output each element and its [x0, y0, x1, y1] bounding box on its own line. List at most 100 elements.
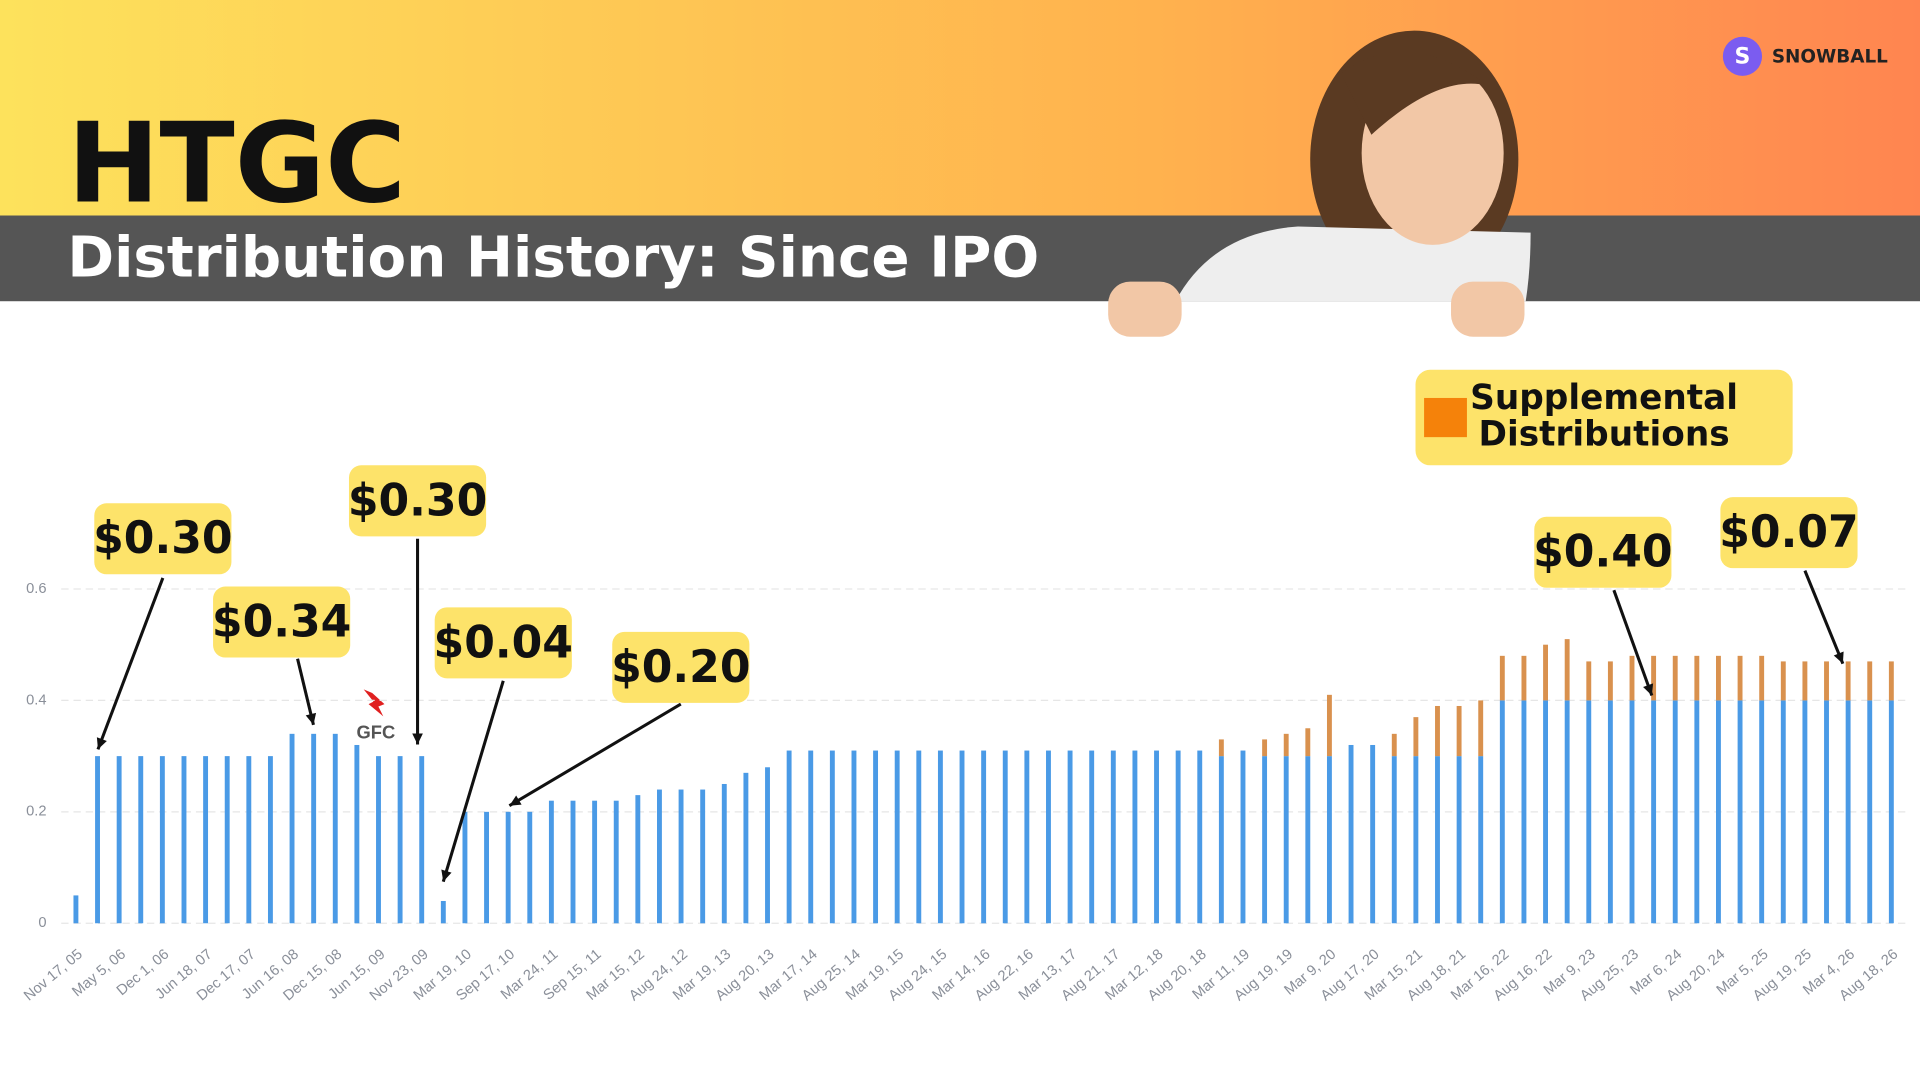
bar-segment — [1305, 756, 1311, 924]
bar-segment — [1456, 705, 1462, 757]
legend-holder: Supplemental Distributions — [1470, 379, 1739, 455]
bar-segment — [1499, 655, 1505, 701]
logo-icon — [1722, 36, 1763, 76]
legend: Supplemental Distributions — [1415, 369, 1793, 466]
bar-segment — [1348, 744, 1354, 924]
bar-segment — [721, 783, 727, 924]
bar-segment — [894, 750, 900, 924]
bar-segment — [289, 733, 295, 924]
bar-segment — [376, 756, 381, 924]
bar-segment — [1456, 756, 1462, 924]
bar-segment — [1694, 655, 1700, 701]
bar-segment — [1089, 750, 1095, 924]
bar-segment — [1067, 750, 1073, 924]
annotation: $0.04 — [434, 617, 573, 668]
bar-segment — [1521, 700, 1527, 924]
gfc-icon — [363, 689, 385, 717]
bar-segment — [1629, 700, 1635, 924]
bar-segment — [1607, 700, 1613, 924]
bar-segment — [959, 750, 965, 924]
bar-segment — [1651, 700, 1657, 924]
bar-segment — [1867, 700, 1873, 924]
bar-segment — [1046, 750, 1051, 924]
subtitle: Distribution History: Since IPO — [67, 225, 1039, 290]
annotation-arrow — [96, 577, 165, 750]
bar-segment — [1543, 644, 1548, 701]
bar-segment — [138, 756, 144, 924]
bar-segment — [1672, 700, 1678, 924]
annotation: $0.40 — [1533, 527, 1672, 578]
bar-segment — [1197, 750, 1203, 924]
bar-segment — [1888, 661, 1894, 701]
bar-segment — [1110, 750, 1116, 924]
bar-segment — [1305, 728, 1311, 757]
y-tick-label: 0.2 — [26, 804, 46, 820]
bar-segment — [700, 789, 706, 924]
annotation-box — [612, 631, 750, 703]
bar-segment — [224, 756, 230, 924]
bar-segment — [873, 750, 879, 924]
legend-label: Supplemental Distributions — [1470, 379, 1739, 455]
bar-segment — [1435, 705, 1440, 757]
bar-segment — [1478, 756, 1484, 924]
bar-segment — [1802, 661, 1808, 701]
annotation-arrow — [1803, 570, 1845, 665]
bar-segment — [1218, 739, 1224, 757]
bar-segment — [1737, 655, 1743, 701]
bar-segment — [765, 767, 770, 924]
bar-segment — [1132, 750, 1138, 924]
arrow-head — [96, 737, 107, 750]
bar-segment — [419, 756, 425, 924]
bar-segment — [1370, 744, 1376, 924]
annotation-arrow — [441, 680, 505, 883]
bar-segment — [1780, 661, 1786, 701]
bar-segment — [1759, 700, 1765, 924]
bar-segment — [1283, 733, 1289, 757]
annotation: $0.20 — [611, 642, 750, 693]
bar-segment — [1845, 661, 1851, 701]
bar-segment — [527, 811, 533, 924]
bar-segment — [1283, 756, 1289, 924]
annotation: $0.34 — [212, 596, 351, 647]
legend-box — [1415, 369, 1793, 466]
bar-segment — [159, 756, 165, 924]
bar-segment — [1478, 700, 1484, 757]
bar-segment — [1586, 700, 1592, 924]
bar-segment — [1694, 700, 1700, 924]
annotation-box — [1534, 516, 1672, 588]
bar-segment — [635, 795, 641, 924]
bar-segment — [657, 789, 662, 924]
bar-segment — [311, 733, 317, 924]
bar-segment — [1564, 700, 1570, 924]
bar-segment — [1262, 756, 1268, 924]
bar-segment — [743, 772, 749, 924]
bar-segment — [851, 750, 857, 924]
bar-segment — [397, 756, 403, 924]
person-illustration — [1108, 30, 1531, 337]
arrow-head — [1833, 651, 1844, 664]
bar-segment — [548, 800, 554, 924]
bar-segment — [1262, 739, 1268, 757]
annotation-arrow — [508, 702, 682, 808]
bar-segment — [1716, 655, 1721, 701]
bar-segment — [1521, 655, 1527, 701]
bar-segment — [1716, 700, 1721, 924]
bar-segment — [1154, 750, 1159, 924]
annotation-box — [213, 586, 351, 658]
logo-letter: S — [1735, 45, 1751, 70]
bar-segment — [1672, 655, 1678, 701]
legend-swatch — [1424, 397, 1467, 438]
arrow-head — [441, 869, 452, 882]
bar-segment — [1326, 694, 1332, 757]
bar-segment — [1802, 700, 1808, 924]
bar-segment — [462, 811, 468, 924]
header-band — [0, 0, 1920, 216]
bar-segment — [1002, 750, 1008, 924]
bar-segment — [1867, 661, 1873, 701]
bar-segment — [570, 800, 576, 924]
bar-segment — [1218, 756, 1224, 924]
arrow-head — [509, 795, 522, 806]
annotation: $0.30 — [93, 513, 232, 564]
annotation-arrow — [296, 658, 315, 726]
